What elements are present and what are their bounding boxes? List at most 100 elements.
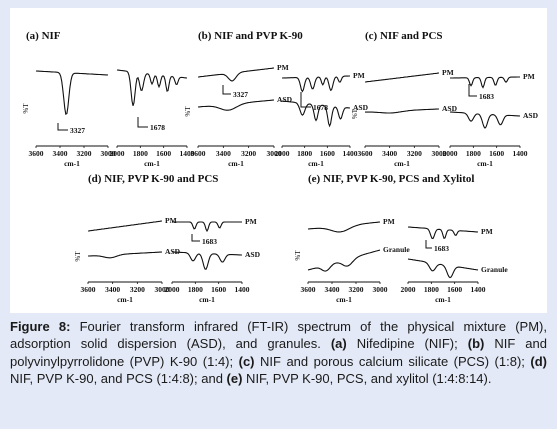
panel-b-sub2-trace-1 [282,75,350,93]
panel-c-sub1-trace-1 [364,72,440,83]
panel-b-sub1-tick-label: 3200 [241,149,256,158]
panel-a-sub1-annotation: 3327 [70,126,85,135]
caption-text-b: NIF and polyvinylpyrrolidone (PVP) K-90 … [10,336,547,369]
panel-e-sub2-trace-label: Granule [481,265,508,274]
panel-c-sub2-annotation: 1683 [479,92,494,101]
caption-key-a: (a) [330,336,347,352]
panel-d-sub2-pointer [191,234,200,242]
panel-a-sub2-tick-label: 1600 [156,149,171,158]
panel-e-sub1-trace-label: Granule [383,245,410,254]
panel-b-sub1-tick-label: 3000 [267,149,282,158]
panel-b-sub1-tick-label: 3400 [216,149,231,158]
panel-c-sub2-tick-label: 1600 [489,149,504,158]
spectra-plot-area: (a) NIF (b) NIF and PVP K-90 (c) NIF and P… [10,8,547,313]
panel-e-sub2-pointer [425,240,432,249]
panel-c-sub1-trace-label: PM [442,68,454,77]
panel-c-sub2-tick-label: 1400 [513,149,528,158]
panel-c-sub2-tick-label: 2000 [443,149,458,158]
panel-title-d: (d) NIF, PVP K-90 and PCS [88,173,218,185]
panel-d-sub2-annotation: 1683 [202,237,217,246]
panel-b-sub1-pointer [222,85,231,95]
panel-e-sub1-tick-label: 3400 [325,285,340,294]
panel-b-sub2-axis-unit: cm-1 [308,159,324,168]
panel-a-sub1-tick-label: 3200 [77,149,92,158]
panel-e-sub2-trace-1 [407,226,479,240]
panel-b-sub2-tick-label: 1600 [320,149,335,158]
panel-b-sub1-ylabel: %T [184,106,192,117]
caption-text-c: NIF and porous calcium silicate (PCS) (1… [254,353,531,369]
panel-c-sub1-ylabel: %T [351,108,359,119]
panel-d-sub1-trace-2 [88,251,163,259]
caption-key-c: (c) [238,353,255,369]
panel-a-sub1-tick-label: 3400 [53,149,68,158]
panel-b-sub2-pointer [300,92,311,108]
panel-e-sub2-tick-label: 1400 [471,285,486,294]
panel-d-sub2-tick-label: 1800 [188,285,203,294]
panel-d-sub1-tick-label: 3600 [81,285,96,294]
panel-e-sub1-ylabel: %T [294,250,302,261]
panel-e-sub2-tick-label: 2000 [401,285,416,294]
caption-text-a: Nifedipine (NIF); [346,336,468,352]
panel-e-sub1-axis-unit: cm-1 [336,295,352,304]
panel-e-sub2-tick-label: 1800 [424,285,439,294]
panel-d-sub2-tick-label: 1600 [211,285,226,294]
figure-caption: Figure 8: Fourier transform infrared (FT… [10,318,547,388]
panel-e-sub1-tick-label: 3600 [301,285,316,294]
panel-title-e: (e) NIF, PVP K-90, PCS and Xylitol [308,173,474,185]
panel-e-sub2-trace-label: PM [481,227,493,236]
panel-b-sub2-trace-2 [281,100,351,128]
panel-b-sub1-trace-1 [197,67,275,82]
panel-e-sub1-trace-label: PM [383,217,395,226]
panel-a-sub1-tick-label: 3000 [101,149,116,158]
panel-d-sub1-trace-1 [87,220,163,232]
panel-d-sub2-trace-label: ASD [245,250,261,259]
panel-title-c: (c) NIF and PCS [365,30,443,42]
caption-key-b: (b) [467,336,485,352]
panel-b-sub2-tick-label: 2000 [275,149,290,158]
panel-b-sub1-tick-label: 3600 [191,149,206,158]
panel-e-sub2-tick-label: 1600 [447,285,462,294]
panel-a-sub2-tick-label: 2000 [110,149,125,158]
panel-c-sub2-trace-label: ASD [523,111,539,120]
panel-c-sub2-trace-1 [450,76,520,89]
panel-c-sub1-tick-label: 3400 [382,149,397,158]
panel-c-sub2-tick-label: 1800 [466,149,481,158]
panel-d-sub2-tick-label: 1400 [235,285,250,294]
panel-c-sub1-trace-2 [365,108,439,114]
panel-d-sub1-tick-label: 3400 [105,285,120,294]
panel-b-sub2-tick-label: 1800 [297,149,312,158]
panel-a-sub1-axis-unit: cm-1 [64,159,80,168]
panel-c-sub2-trace-2 [449,111,521,129]
panel-e-sub2-trace-2 [407,258,479,279]
panel-b-sub2-trace-label: ASD [353,103,369,112]
panel-b-sub1-annotation: 3327 [233,90,248,99]
panel-title-a: (a) NIF [26,30,61,42]
panel-c-sub1-tick-label: 3200 [407,149,422,158]
panel-b-sub2-annotation: 1678 [313,103,328,112]
panel-a-sub1-ylabel: %T [22,103,30,114]
caption-text: Fourier transform infrared (FT-IR) spect… [10,319,547,352]
panel-b-sub1-trace-label: PM [277,63,289,72]
panel-d-sub2-axis-unit: cm-1 [199,295,215,304]
panel-d-sub1-axis-unit: cm-1 [117,295,133,304]
panel-e-sub2-annotation: 1683 [434,244,449,253]
caption-key-e: (e) [226,371,243,387]
panel-a-sub2-tick-label: 1800 [133,149,148,158]
panel-c-sub1-tick-label: 3600 [358,149,373,158]
caption-text-d: NIF, PVP K-90, and PCS (1:4:8); and [10,371,227,387]
panel-a-sub2-annotation: 1678 [150,123,165,132]
panel-d-sub1-tick-label: 3200 [130,285,145,294]
panel-a-sub1-trace-1 [35,70,109,115]
panel-a-sub2-axis-unit: cm-1 [144,159,160,168]
panel-e-sub1-tick-label: 3000 [373,285,388,294]
panel-c-sub1-tick-label: 3000 [432,149,447,158]
panel-d-sub1-trace-label: PM [165,216,177,225]
panel-c-sub1-axis-unit: cm-1 [394,159,410,168]
caption-key-d: (d) [530,353,547,369]
panel-d-sub1-ylabel: %T [74,251,82,262]
panel-b-sub1-trace-label: ASD [277,95,293,104]
panel-d-sub2-trace-1 [172,221,242,233]
panel-d-sub1-tick-label: 3000 [155,285,170,294]
panel-c-sub2-pointer [468,84,477,97]
